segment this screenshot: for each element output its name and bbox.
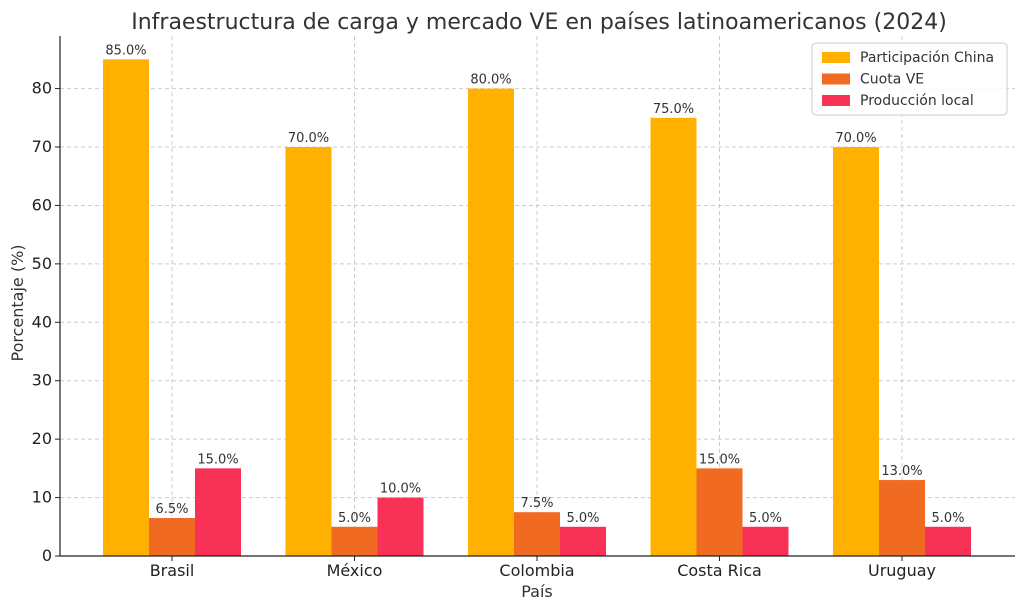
bar bbox=[468, 88, 514, 557]
chart-title: Infraestructura de carga y mercado VE en… bbox=[131, 10, 947, 35]
data-label: 7.5% bbox=[520, 496, 553, 511]
legend-label: Producción local bbox=[860, 93, 974, 109]
data-label: 5.0% bbox=[931, 511, 964, 526]
bar bbox=[879, 480, 925, 556]
y-tick-label: 0 bbox=[42, 546, 52, 565]
bar bbox=[833, 147, 879, 556]
x-tick-label: Brasil bbox=[150, 561, 195, 580]
data-label: 70.0% bbox=[835, 131, 876, 146]
bar bbox=[149, 518, 195, 556]
bar bbox=[331, 526, 378, 556]
bar bbox=[514, 512, 560, 556]
bar bbox=[742, 526, 789, 556]
y-tick-label: 30 bbox=[32, 371, 52, 390]
data-label: 5.0% bbox=[566, 511, 599, 526]
data-label: 10.0% bbox=[380, 482, 421, 497]
data-labels: 85.0% 70.0% 80.0% 75.0% 70.0% 6.5% 5.0% 7.5% 15.… bbox=[105, 43, 964, 525]
data-label: 6.5% bbox=[155, 502, 188, 517]
data-label: 15.0% bbox=[197, 452, 238, 467]
bar bbox=[560, 526, 606, 556]
data-label: 70.0% bbox=[288, 131, 329, 146]
legend: Participación China Cuota VE Producción lo… bbox=[811, 42, 1008, 116]
legend-label: Participación China bbox=[860, 50, 994, 66]
bar bbox=[195, 468, 241, 556]
legend-label: Cuota VE bbox=[860, 72, 924, 88]
bar bbox=[285, 147, 332, 556]
axes: 0 10 20 30 40 50 60 70 80 Brasil México Colombia Cos… bbox=[32, 36, 1015, 580]
grid-lines bbox=[60, 36, 1015, 556]
y-axis-label: Porcentaje (%) bbox=[8, 244, 27, 361]
y-tick-label: 20 bbox=[32, 429, 52, 448]
x-axis-label: País bbox=[521, 582, 553, 601]
x-tick-label: Uruguay bbox=[868, 561, 936, 580]
bar bbox=[650, 117, 697, 556]
x-tick-label: Colombia bbox=[499, 561, 574, 580]
y-tick-label: 70 bbox=[32, 137, 52, 156]
bar bbox=[377, 497, 424, 556]
data-label: 15.0% bbox=[699, 452, 740, 467]
data-label: 85.0% bbox=[105, 43, 146, 58]
data-label: 13.0% bbox=[881, 464, 922, 479]
data-label: 75.0% bbox=[653, 102, 694, 117]
y-tick-label: 60 bbox=[32, 195, 52, 214]
x-tick-label: México bbox=[327, 561, 383, 580]
legend-swatch bbox=[822, 95, 850, 106]
bar bbox=[696, 468, 743, 556]
legend-box bbox=[811, 42, 1008, 116]
x-tick-label: Costa Rica bbox=[677, 561, 762, 580]
y-tick-label: 10 bbox=[32, 488, 52, 507]
legend-swatch bbox=[822, 73, 850, 85]
data-label: 80.0% bbox=[470, 73, 511, 88]
bar bbox=[925, 526, 971, 556]
data-label: 5.0% bbox=[338, 511, 371, 526]
data-label: 5.0% bbox=[749, 511, 782, 526]
bars bbox=[103, 59, 971, 557]
y-tick-label: 50 bbox=[32, 254, 52, 273]
bar bbox=[103, 59, 149, 556]
y-tick-label: 80 bbox=[32, 79, 52, 98]
legend-swatch bbox=[822, 52, 850, 63]
y-tick-label: 40 bbox=[32, 312, 52, 331]
